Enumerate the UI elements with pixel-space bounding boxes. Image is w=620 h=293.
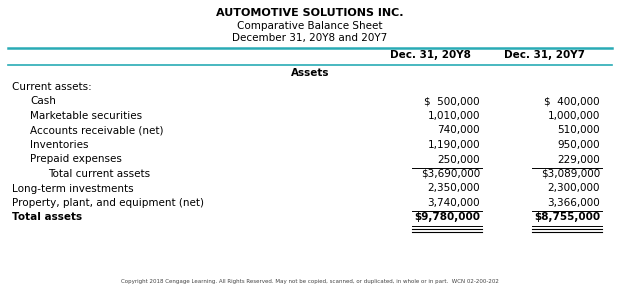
Text: Total current assets: Total current assets (48, 169, 150, 179)
Text: Inventories: Inventories (30, 140, 89, 150)
Text: Property, plant, and equipment (net): Property, plant, and equipment (net) (12, 198, 204, 208)
Text: 2,300,000: 2,300,000 (547, 183, 600, 193)
Text: Cash: Cash (30, 96, 56, 106)
Text: Assets: Assets (291, 68, 329, 78)
Text: 3,366,000: 3,366,000 (547, 198, 600, 208)
Text: Current assets:: Current assets: (12, 82, 92, 92)
Text: Total assets: Total assets (12, 212, 82, 222)
Text: December 31, 20Y8 and 20Y7: December 31, 20Y8 and 20Y7 (232, 33, 388, 43)
Text: 250,000: 250,000 (437, 154, 480, 164)
Text: Marketable securities: Marketable securities (30, 111, 142, 121)
Text: Dec. 31, 20Y8: Dec. 31, 20Y8 (389, 50, 471, 60)
Text: Comparative Balance Sheet: Comparative Balance Sheet (237, 21, 383, 31)
Text: 950,000: 950,000 (557, 140, 600, 150)
Text: $  500,000: $ 500,000 (424, 96, 480, 106)
Text: 1,190,000: 1,190,000 (427, 140, 480, 150)
Text: 2,350,000: 2,350,000 (427, 183, 480, 193)
Text: $9,780,000: $9,780,000 (414, 212, 480, 222)
Text: 1,010,000: 1,010,000 (428, 111, 480, 121)
Text: Prepaid expenses: Prepaid expenses (30, 154, 122, 164)
Text: $8,755,000: $8,755,000 (534, 212, 600, 222)
Text: Accounts receivable (net): Accounts receivable (net) (30, 125, 164, 135)
Text: AUTOMOTIVE SOLUTIONS INC.: AUTOMOTIVE SOLUTIONS INC. (216, 8, 404, 18)
Text: 3,740,000: 3,740,000 (427, 198, 480, 208)
Text: 510,000: 510,000 (557, 125, 600, 135)
Text: Dec. 31, 20Y7: Dec. 31, 20Y7 (505, 50, 585, 60)
Text: Copyright 2018 Cengage Learning. All Rights Reserved. May not be copied, scanned: Copyright 2018 Cengage Learning. All Rig… (121, 279, 499, 284)
Text: Long-term investments: Long-term investments (12, 183, 134, 193)
Text: 1,000,000: 1,000,000 (547, 111, 600, 121)
Text: 740,000: 740,000 (437, 125, 480, 135)
Text: $3,089,000: $3,089,000 (541, 169, 600, 179)
Text: 229,000: 229,000 (557, 154, 600, 164)
Text: $3,690,000: $3,690,000 (421, 169, 480, 179)
Text: $  400,000: $ 400,000 (544, 96, 600, 106)
